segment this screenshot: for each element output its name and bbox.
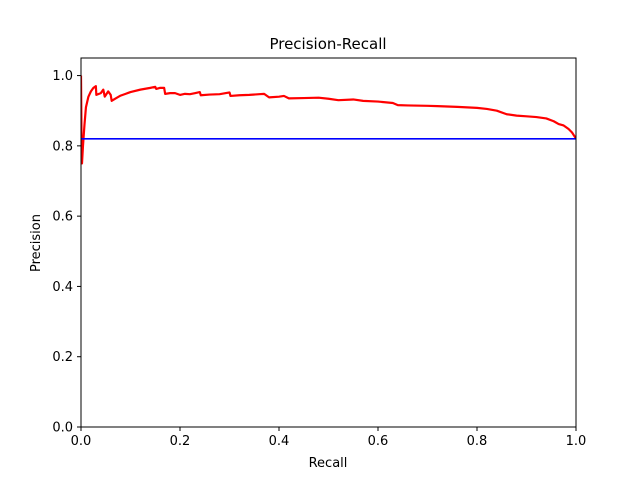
x-tick-label: 0.8 xyxy=(467,434,488,449)
chart-title: Precision-Recall xyxy=(269,35,386,53)
y-tick-label: 0.2 xyxy=(52,350,73,365)
axes: 0.0 0.2 0.4 0.6 0.8 1.0 0.0 0.2 0.4 0.6 0.8 1.0 xyxy=(52,57,587,449)
plot-area xyxy=(81,75,576,165)
x-tick-label: 0.0 xyxy=(71,434,92,449)
y-tick-label: 0.8 xyxy=(52,139,73,154)
y-tick-label: 0.6 xyxy=(52,210,73,225)
y-tick-label: 1.0 xyxy=(52,69,73,84)
y-tick-label: 0.4 xyxy=(52,280,73,295)
x-tick-label: 0.6 xyxy=(368,434,389,449)
y-axis-label: Precision xyxy=(29,214,44,272)
x-tick-label: 0.4 xyxy=(269,434,290,449)
series-line-1 xyxy=(81,75,576,165)
x-axis-label: Recall xyxy=(309,456,348,471)
axes-frame xyxy=(80,57,577,428)
y-tick-label: 0.0 xyxy=(52,421,73,436)
x-tick-label: 0.2 xyxy=(170,434,191,449)
x-tick-label: 1.0 xyxy=(566,434,587,449)
